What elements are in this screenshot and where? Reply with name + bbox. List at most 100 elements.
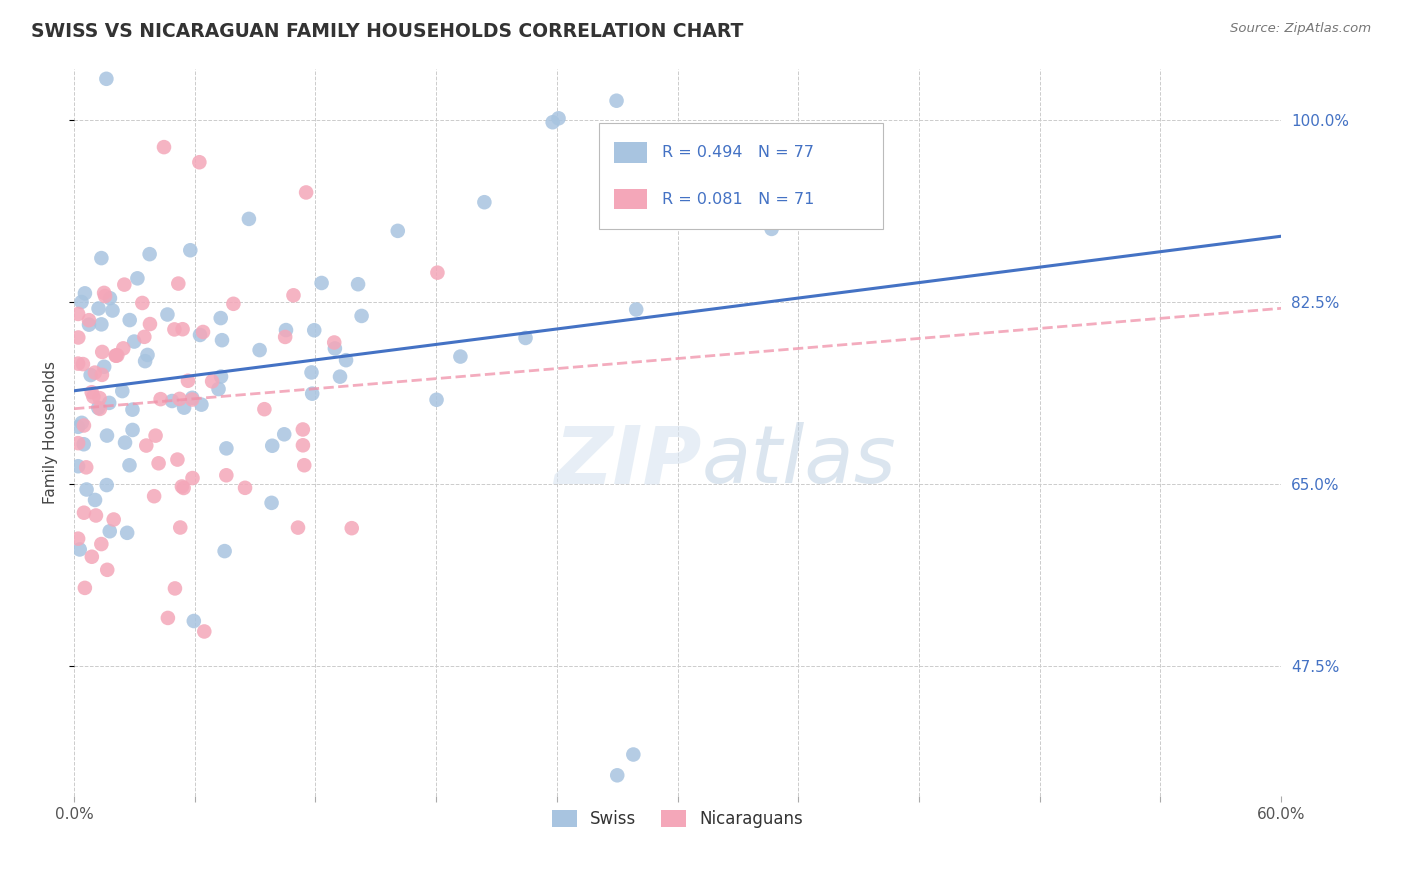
Point (169, 392, 191, 406)
Point (201, 375, 224, 389)
Point (90, 318, 112, 332)
Point (156, 308, 179, 322)
Point (170, 479, 193, 493)
Point (77, 318, 100, 332)
Point (82, 390, 104, 404)
Text: Source: ZipAtlas.com: Source: ZipAtlas.com (1230, 22, 1371, 36)
Point (166, 452, 188, 467)
Point (80, 385, 103, 400)
Point (134, 330, 156, 344)
Point (67, 436, 90, 450)
Point (188, 328, 211, 343)
Point (156, 611, 179, 625)
Point (547, 112, 569, 126)
Point (67, 420, 90, 434)
Point (262, 439, 284, 453)
Point (233, 481, 256, 495)
Point (73, 437, 96, 451)
Point (104, 349, 127, 363)
Point (606, 94, 628, 108)
Point (211, 333, 233, 347)
Point (163, 322, 186, 336)
Point (177, 374, 200, 388)
Point (274, 330, 297, 344)
Point (274, 323, 297, 337)
Point (67, 532, 90, 546)
Point (87, 301, 110, 316)
Point (181, 471, 204, 485)
Point (292, 458, 315, 473)
Point (122, 334, 145, 349)
FancyBboxPatch shape (613, 143, 647, 163)
Point (323, 335, 346, 350)
Point (215, 442, 238, 456)
Point (621, 747, 644, 762)
Text: atlas: atlas (702, 423, 897, 500)
Point (90, 537, 112, 551)
Text: R = 0.081   N = 71: R = 0.081 N = 71 (662, 192, 814, 207)
Point (215, 468, 238, 483)
Point (426, 266, 449, 280)
Point (153, 140, 176, 154)
Point (606, 768, 628, 782)
Point (350, 309, 373, 323)
Point (105, 349, 128, 363)
Point (77, 313, 100, 327)
Point (311, 276, 333, 290)
Point (73, 506, 96, 520)
Point (188, 155, 211, 169)
Point (143, 489, 166, 503)
Point (173, 401, 195, 415)
Point (94, 289, 117, 303)
Text: ZIP: ZIP (554, 423, 702, 500)
Point (624, 302, 647, 317)
Point (73, 581, 96, 595)
Point (249, 343, 271, 357)
Point (112, 342, 135, 356)
Point (101, 303, 124, 318)
Point (163, 582, 186, 596)
Point (127, 271, 149, 285)
Point (134, 354, 156, 368)
Point (84, 508, 107, 523)
Point (67, 307, 90, 321)
Point (98, 396, 121, 410)
Point (89, 391, 111, 405)
Point (190, 398, 212, 412)
Point (209, 311, 232, 326)
Point (72, 357, 94, 371)
Point (70, 295, 93, 310)
Point (69, 542, 91, 557)
Point (118, 458, 141, 473)
Point (73, 418, 96, 433)
Point (89, 401, 111, 416)
Point (76, 483, 98, 497)
Point (138, 247, 160, 261)
Point (449, 350, 471, 364)
Point (75, 460, 97, 475)
Point (118, 313, 141, 327)
Point (79, 368, 101, 382)
Point (96, 563, 118, 577)
Text: SWISS VS NICARAGUAN FAMILY HOUSEHOLDS CORRELATION CHART: SWISS VS NICARAGUAN FAMILY HOUSEHOLDS CO… (31, 22, 744, 41)
Point (323, 342, 346, 356)
Point (515, 331, 537, 345)
Point (160, 394, 183, 409)
Point (238, 211, 260, 226)
Point (179, 244, 201, 258)
Point (114, 435, 136, 450)
Point (93, 285, 115, 300)
Point (193, 624, 215, 639)
Point (627, 211, 650, 226)
Point (103, 512, 125, 526)
Point (181, 391, 204, 405)
Point (761, 222, 783, 236)
Point (169, 520, 191, 534)
Point (93, 359, 115, 374)
Point (67, 357, 90, 371)
Point (222, 297, 245, 311)
Point (340, 521, 363, 535)
Point (253, 402, 276, 417)
Point (273, 427, 295, 442)
Point (291, 422, 314, 436)
